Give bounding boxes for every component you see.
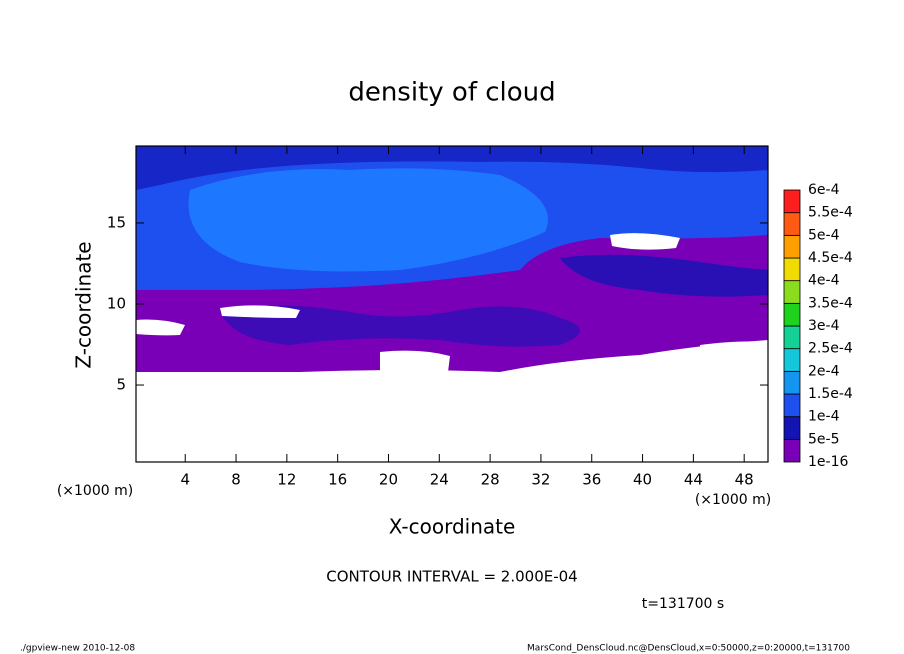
- y-axis-label: Z-coordinate: [72, 241, 96, 368]
- colorbar-label: 1.5e-4: [808, 386, 853, 402]
- colorbar-box: [783, 348, 801, 372]
- x-tick-label: 48: [735, 471, 754, 489]
- x-tick-label: 20: [379, 471, 398, 489]
- x-tick-label: 24: [430, 471, 449, 489]
- colorbar-label: 4e-4: [808, 273, 840, 289]
- x-tick-label: 44: [684, 471, 703, 489]
- x-tick-label: 40: [633, 471, 652, 489]
- colorbar-box: [783, 416, 801, 440]
- colorbar-label: 3.5e-4: [808, 295, 853, 311]
- footer-left: ./gpview-new 2010-12-08: [20, 644, 135, 654]
- x-tick-label: 32: [531, 471, 550, 489]
- x-unit: (×1000 m): [695, 492, 771, 508]
- colorbar-box: [783, 212, 801, 236]
- colorbar-label: 6e-4: [808, 182, 840, 198]
- colorbar-label: 5e-5: [808, 431, 839, 447]
- colorbar-label: 5.5e-4: [808, 205, 853, 221]
- colorbar-box: [783, 189, 801, 214]
- y-unit: (×1000 m): [57, 483, 133, 499]
- colorbar-box: [783, 393, 801, 418]
- colorbar-label: 2e-4: [808, 363, 840, 379]
- y-tick-label: 15: [107, 213, 126, 231]
- colorbar-box: [783, 234, 801, 259]
- x-tick-label: 28: [481, 471, 500, 489]
- y-tick-label: 5: [116, 376, 126, 394]
- colorbar-label: 2.5e-4: [808, 341, 853, 357]
- x-tick-label: 12: [277, 471, 296, 489]
- chart-title: density of cloud: [348, 78, 555, 108]
- x-tick-label: 36: [582, 471, 601, 489]
- colorbar-box: [783, 325, 801, 350]
- colorbar-label: 1e-4: [808, 409, 840, 425]
- colorbar-label: 1e-16: [808, 454, 848, 470]
- colorbar-label: 5e-4: [808, 227, 840, 243]
- y-tick-label: 10: [107, 295, 126, 313]
- contour-interval: CONTOUR INTERVAL = 2.000E-04: [326, 568, 577, 586]
- x-tick-label: 8: [231, 471, 241, 489]
- colorbar-box: [783, 257, 801, 282]
- x-axis-label: X-coordinate: [389, 515, 516, 539]
- time-label: t=131700 s: [642, 596, 724, 612]
- colorbar-box: [783, 370, 801, 395]
- contour-field: [136, 146, 768, 462]
- x-tick-label: 4: [180, 471, 190, 489]
- colorbar-box: [783, 438, 801, 463]
- colorbar-box: [783, 280, 801, 304]
- colorbar-label: 4.5e-4: [808, 250, 853, 266]
- footer-right: MarsCond_DensCloud.nc@DensCloud,x=0:5000…: [527, 644, 850, 654]
- colorbar-box: [783, 302, 801, 327]
- colorbar-label: 3e-4: [808, 318, 840, 334]
- x-tick-label: 16: [328, 471, 347, 489]
